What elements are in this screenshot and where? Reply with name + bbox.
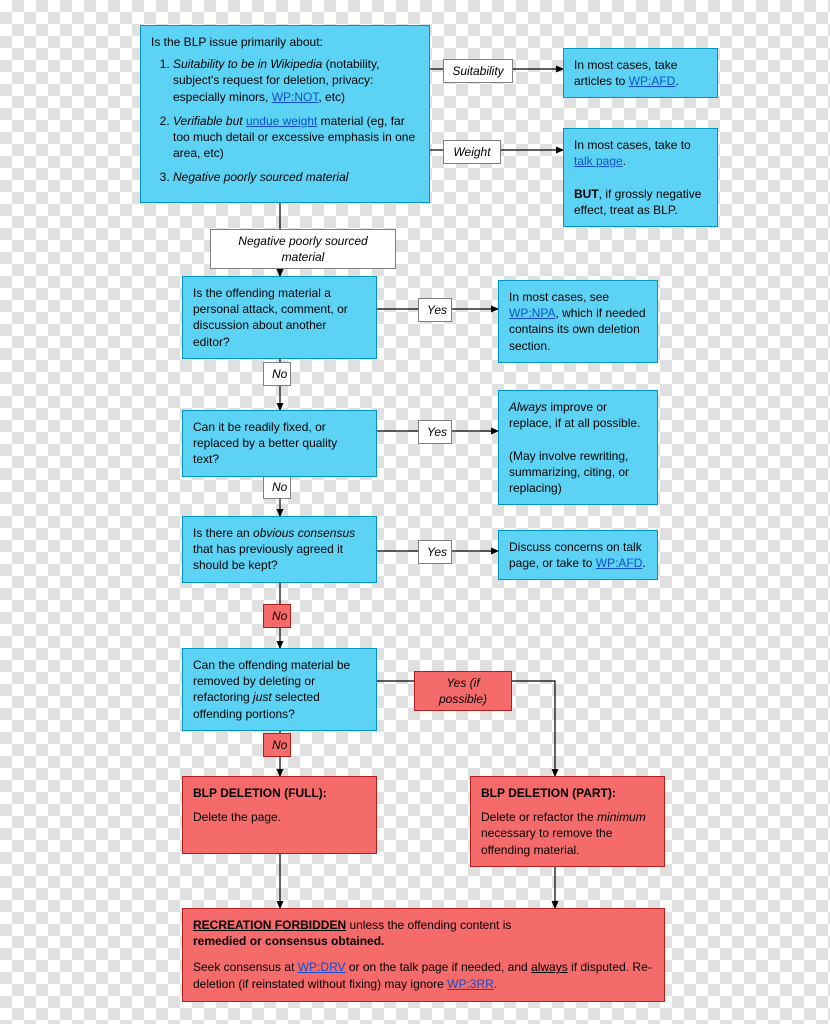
label-no-critical: No (263, 604, 291, 628)
recreation-forbidden: RECREATION FORBIDDEN unless the offendin… (182, 908, 665, 1002)
wiki-link[interactable]: WP:3RR (447, 977, 494, 991)
label-suitability: Suitability (443, 59, 513, 83)
wiki-link[interactable]: talk page (574, 154, 623, 168)
deletion-full-title: BLP DELETION (FULL): (193, 785, 366, 801)
question-remove-portions: Can the offending material be removed by… (182, 648, 377, 731)
deletion-part-body: Delete or refactor the minimum necessary… (481, 809, 654, 858)
outcome-npa: In most cases, see WP:NPA, which if need… (498, 280, 658, 363)
deletion-part-title: BLP DELETION (PART): (481, 785, 654, 801)
deletion-full-body: Delete the page. (193, 809, 366, 825)
label-no: No (263, 475, 291, 499)
blp-deletion-full: BLP DELETION (FULL): Delete the page. (182, 776, 377, 854)
outcome-discuss: Discuss concerns on talk page, or take t… (498, 530, 658, 580)
wiki-link[interactable]: undue weight (246, 114, 317, 128)
start-header: Is the BLP issue primarily about: (151, 34, 419, 50)
label-no-critical: No (263, 733, 291, 757)
start-question: Is the BLP issue primarily about: Suitab… (140, 25, 430, 203)
label-yes: Yes (418, 420, 452, 444)
question-personal-attack: Is the offending material a personal att… (182, 276, 377, 359)
wiki-link[interactable]: WP:DRV (298, 960, 346, 974)
wiki-link[interactable]: WP:AFD (596, 556, 643, 570)
blp-deletion-part: BLP DELETION (PART): Delete or refactor … (470, 776, 665, 867)
question-consensus: Is there an obvious consensus that has p… (182, 516, 377, 583)
label-yes: Yes (418, 298, 452, 322)
final-body: Seek consensus at WP:DRV or on the talk … (193, 959, 654, 991)
label-yes-possible: Yes (if possible) (414, 671, 512, 711)
label-no: No (263, 362, 291, 386)
outcome-weight: In most cases, take to talk page.BUT, if… (563, 128, 718, 227)
outcome-improve: Always improve or replace, if at all pos… (498, 390, 658, 505)
outcome-suitability: In most cases, take articles to WP:AFD. (563, 48, 718, 98)
wiki-link[interactable]: WP:NOT (272, 90, 319, 104)
question-readily-fixed: Can it be readily fixed, or replaced by … (182, 410, 377, 477)
start-list-item: Suitability to be in Wikipedia (notabili… (173, 56, 419, 105)
label-weight: Weight (443, 140, 501, 164)
label-negative-material: Negative poorly sourced material (210, 229, 396, 269)
wiki-link[interactable]: WP:AFD (629, 74, 676, 88)
start-list-item: Verifiable but undue weight material (eg… (173, 113, 419, 162)
label-yes: Yes (418, 540, 452, 564)
start-list-item: Negative poorly sourced material (173, 169, 419, 185)
wiki-link[interactable]: WP:NPA (509, 306, 555, 320)
final-headline: RECREATION FORBIDDEN unless the offendin… (193, 917, 654, 949)
